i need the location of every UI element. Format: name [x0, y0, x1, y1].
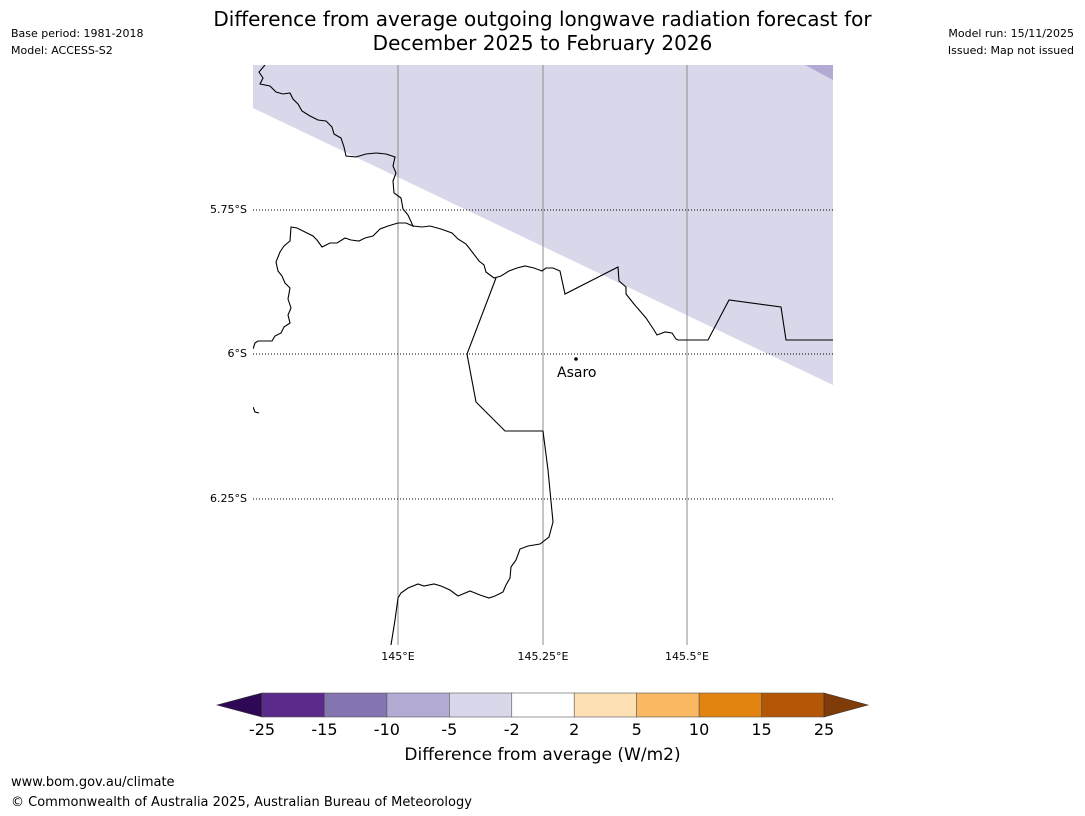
model-text: Model: ACCESS-S2 — [11, 44, 113, 57]
lon-tick-label: 145°E — [381, 650, 415, 663]
meta-right: Model run: 15/11/2025 Issued: Map not is… — [948, 25, 1074, 59]
meta-left: Base period: 1981-2018 Model: ACCESS-S2 — [11, 25, 143, 59]
lat-tick-label: 5.75°S — [210, 203, 247, 216]
lat-tick-label: 6.25°S — [210, 492, 247, 505]
boundary-southwest — [390, 277, 554, 645]
map-title: Difference from average outgoing longwav… — [0, 7, 1085, 55]
title-line-2: December 2025 to February 2026 — [372, 31, 713, 55]
boundary-fragment — [253, 406, 260, 414]
colorbar-tick-label: -2 — [503, 720, 520, 739]
base-period-text: Base period: 1981-2018 — [11, 27, 144, 40]
title-line-1: Difference from average outgoing longwav… — [213, 7, 872, 31]
lat-tick-label: 6°S — [227, 347, 247, 360]
colorbar-tick-label: -10 — [373, 720, 400, 739]
colorbar-title: Difference from average (W/m2) — [404, 745, 681, 765]
issued-text: Issued: Map not issued — [947, 44, 1074, 57]
colorbar-tick-label: 15 — [751, 720, 772, 739]
colorbar-tick-label: 5 — [631, 720, 642, 739]
colorbar-tick-label: -25 — [248, 720, 276, 739]
footer-copyright: © Commonwealth of Australia 2025, Austra… — [11, 795, 472, 810]
footer-url: www.bom.gov.au/climate — [11, 775, 175, 790]
lon-tick-label: 145.25°E — [517, 650, 569, 663]
boundary-north — [253, 65, 415, 350]
place-marker — [574, 357, 578, 361]
colorbar-tick-label: 25 — [813, 720, 835, 739]
colorbar-tick-label: -15 — [311, 720, 338, 739]
place-label: Asaro — [557, 365, 597, 381]
anomaly-shading-dark — [805, 65, 833, 80]
model-run-text: Model run: 15/11/2025 — [948, 27, 1074, 40]
lon-tick-label: 145.5°E — [665, 650, 709, 663]
colorbar-tick-label: 2 — [569, 720, 580, 739]
colorbar-tick-label: -5 — [441, 720, 458, 739]
colorbar-tick-label: 10 — [688, 720, 710, 739]
boundary-northeast — [412, 225, 833, 341]
